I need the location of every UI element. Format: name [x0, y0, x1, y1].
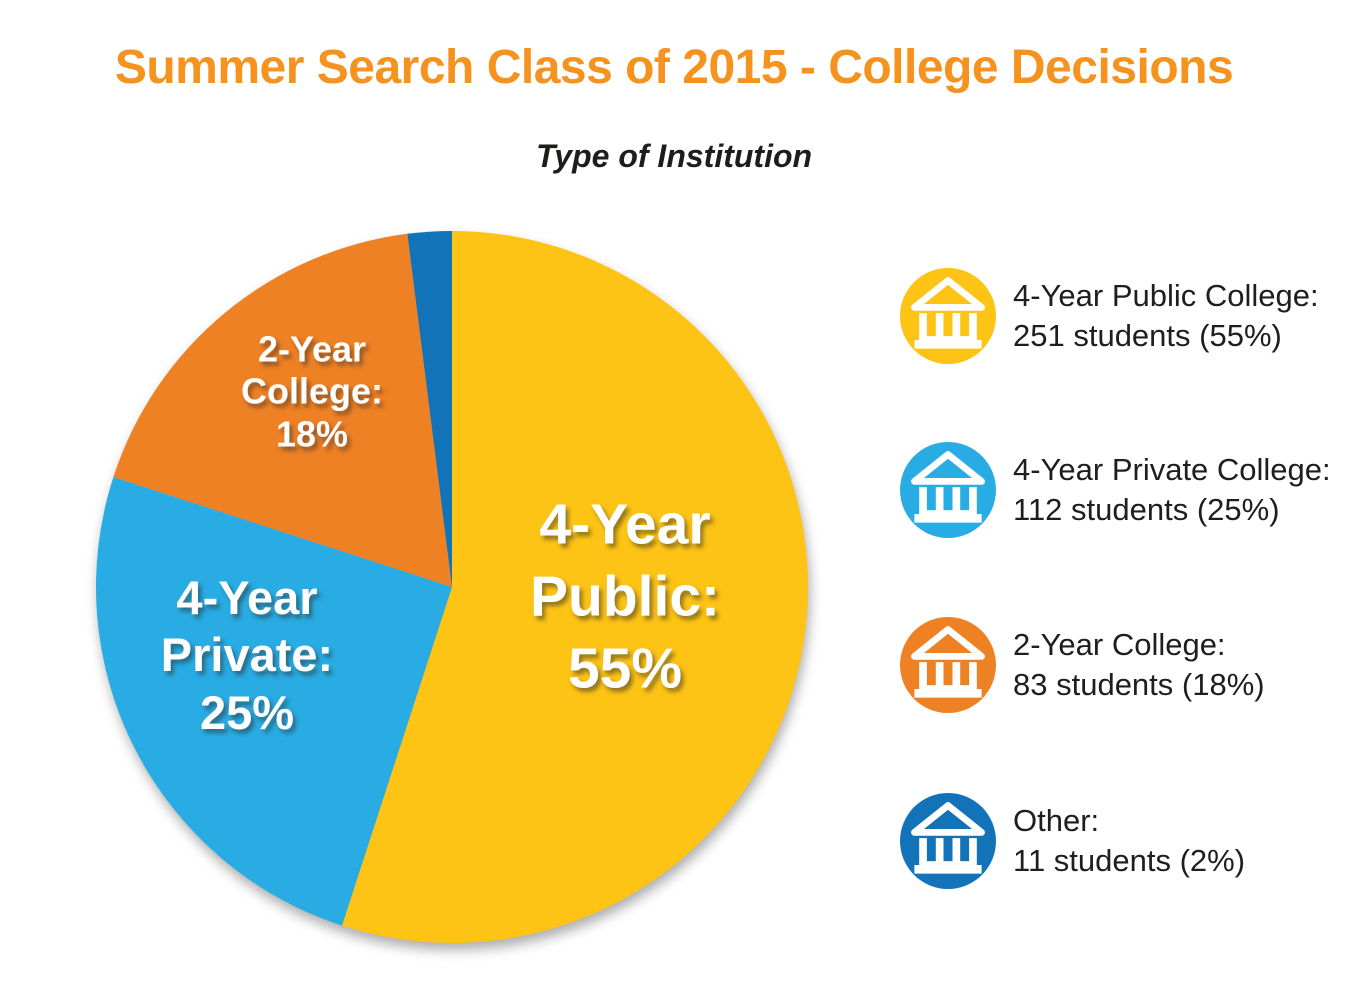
chart-title: Type of Institution — [535, 138, 813, 174]
legend-item-2-year-college: 2-Year College: 83 students (18%) — [900, 617, 1265, 713]
pie-slice-other — [407, 231, 452, 587]
legend-item-4-year-private: 4-Year Private College: 112 students (25… — [900, 442, 1331, 538]
pie-slice-label-2-year-college: 2-Year College: 18% — [240, 328, 384, 455]
legend-label: Other: — [1013, 803, 1100, 838]
college-building-icon — [900, 442, 996, 538]
legend-label: 4-Year Public College: — [1013, 278, 1319, 313]
pie-slice-4-year-public-college — [341, 231, 808, 943]
pie-slice-2-year-college — [113, 233, 453, 587]
pie-slice-4-year-private-college — [95, 476, 452, 926]
college-building-icon — [900, 793, 996, 889]
legend-label: 2-Year College: — [1013, 627, 1226, 662]
legend-item-other: Other: 11 students (2%) — [900, 793, 1245, 889]
college-building-icon — [900, 617, 996, 713]
legend-value: 83 students (18%) — [1013, 667, 1265, 702]
legend-item-4-year-public: 4-Year Public College: 251 students (55%… — [900, 268, 1319, 364]
legend-value: 112 students (25%) — [1013, 492, 1280, 527]
pie-slice-label-4-year-public: 4-Year Public: 55% — [529, 492, 721, 700]
legend-label: 4-Year Private College: — [1013, 452, 1331, 487]
page-title: Summer Search Class of 2015 - College De… — [114, 41, 1234, 94]
legend-value: 11 students (2%) — [1013, 843, 1246, 878]
pie-slice-label-4-year-private: 4-Year Private: 25% — [160, 571, 334, 739]
college-building-icon — [900, 268, 996, 364]
pie-chart — [95, 231, 808, 943]
legend-value: 251 students (55%) — [1013, 318, 1282, 353]
